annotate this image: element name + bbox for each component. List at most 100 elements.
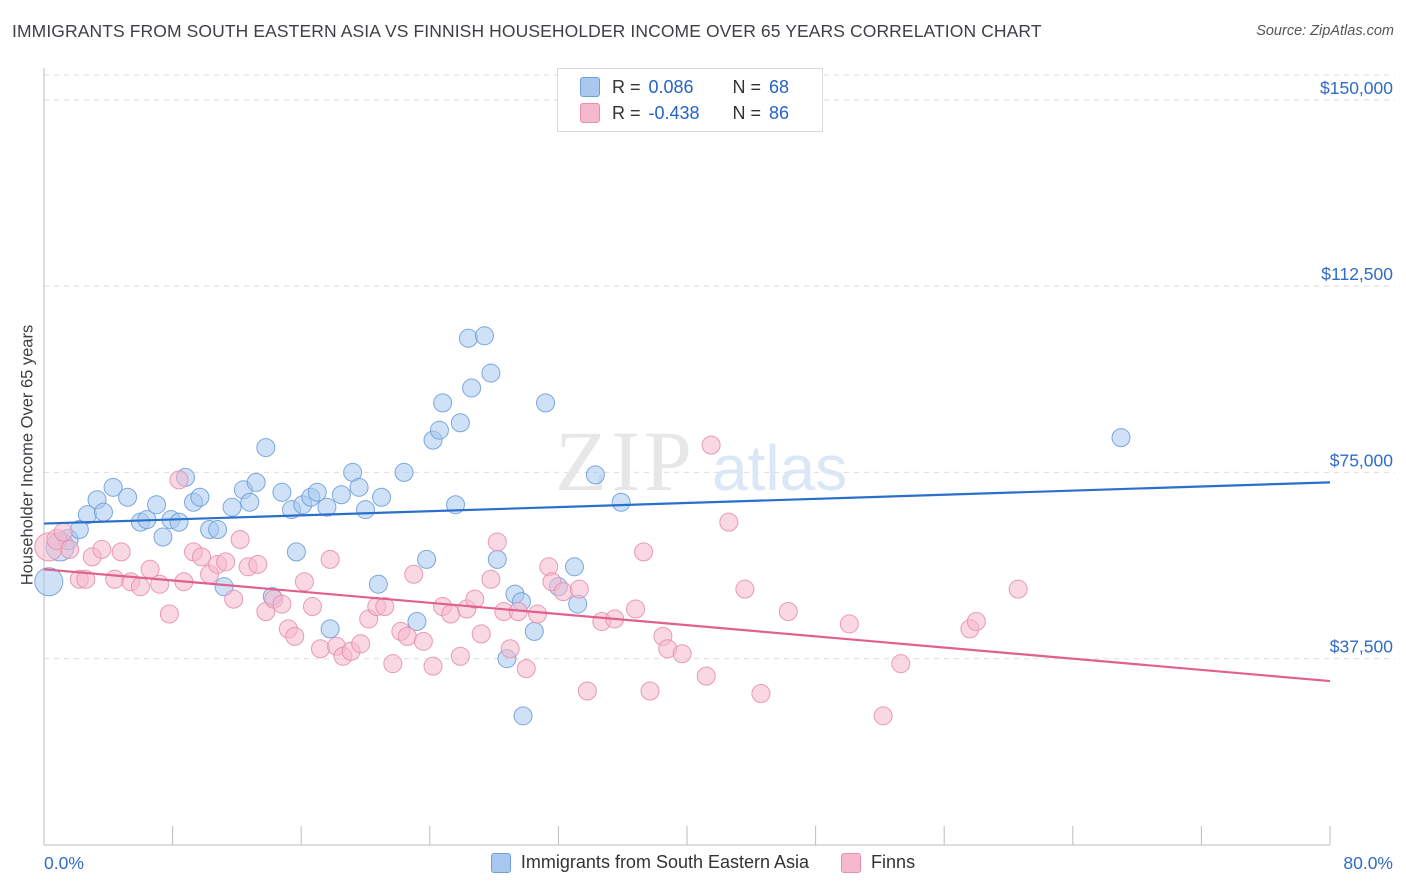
point-pink bbox=[92, 539, 112, 559]
point-pink bbox=[294, 572, 314, 592]
point-pink bbox=[272, 594, 292, 614]
point-blue bbox=[208, 520, 228, 540]
point-blue bbox=[320, 619, 340, 639]
point-pink bbox=[487, 532, 507, 552]
point-blue bbox=[169, 512, 189, 532]
trend-line-blue bbox=[43, 481, 1331, 525]
point-pink bbox=[159, 604, 179, 624]
y-tick-label: $75,000 bbox=[1330, 450, 1394, 470]
point-pink bbox=[735, 579, 755, 599]
point-pink bbox=[751, 683, 771, 703]
point-pink bbox=[248, 554, 268, 574]
point-blue bbox=[450, 413, 470, 433]
series-swatch-pink bbox=[841, 852, 862, 873]
series-legend-item-blue[interactable]: Immigrants from South Eastern Asia bbox=[490, 852, 809, 873]
point-blue bbox=[611, 492, 631, 512]
point-pink bbox=[375, 597, 395, 617]
point-blue bbox=[481, 363, 501, 383]
y-tick-label: $37,500 bbox=[1330, 637, 1394, 657]
point-pink bbox=[76, 569, 96, 589]
y-tick-label: $150,000 bbox=[1320, 78, 1393, 98]
point-pink bbox=[310, 639, 330, 659]
point-blue bbox=[190, 487, 210, 507]
series-label-pink: Finns bbox=[871, 852, 916, 872]
point-pink bbox=[500, 639, 520, 659]
point-pink bbox=[577, 681, 597, 701]
point-pink bbox=[111, 542, 131, 562]
point-blue bbox=[103, 477, 123, 497]
watermark-atlas: atlas bbox=[712, 432, 847, 504]
point-blue bbox=[487, 549, 507, 569]
point-pink bbox=[413, 631, 433, 651]
legend-swatch-blue bbox=[580, 77, 600, 97]
point-pink bbox=[966, 611, 986, 631]
point-blue bbox=[222, 497, 242, 517]
tick-labels: $37,500 $75,000 $112,500 $150,000 0.0% 80.0% bbox=[44, 78, 1393, 873]
point-pink bbox=[696, 666, 716, 686]
point-blue bbox=[474, 326, 494, 346]
trend-line-pink bbox=[43, 568, 1331, 683]
point-blue bbox=[256, 438, 276, 458]
point-pink bbox=[672, 644, 692, 664]
point-pink bbox=[465, 589, 485, 609]
point-pink bbox=[719, 512, 739, 532]
point-blue bbox=[272, 482, 292, 502]
point-pink bbox=[839, 614, 859, 634]
point-blue bbox=[317, 497, 337, 517]
point-blue bbox=[286, 542, 306, 562]
point-pink bbox=[423, 656, 443, 676]
point-pink bbox=[224, 589, 244, 609]
legend-row-blue: R = 0.086 N = 68 bbox=[580, 75, 789, 99]
point-blue bbox=[462, 378, 482, 398]
point-pink bbox=[285, 626, 305, 646]
point-pink bbox=[553, 582, 573, 602]
legend-swatch-pink bbox=[580, 103, 600, 123]
point-blue bbox=[34, 567, 64, 597]
point-pink bbox=[569, 579, 589, 599]
point-blue bbox=[407, 611, 427, 631]
correlation-legend: R = 0.086 N = 68 R = -0.438 N = 86 bbox=[557, 68, 823, 132]
x-tick-label: 0.0% bbox=[44, 853, 84, 873]
source-label: Source: ZipAtlas.com bbox=[1256, 23, 1394, 39]
point-pink bbox=[891, 654, 911, 674]
series-swatch-blue bbox=[490, 852, 511, 873]
point-pink bbox=[383, 654, 403, 674]
point-blue bbox=[585, 465, 605, 485]
point-blue bbox=[93, 502, 113, 522]
series-legend-item-pink[interactable]: Finns bbox=[841, 852, 915, 873]
point-blue bbox=[536, 393, 556, 413]
point-pink bbox=[701, 435, 721, 455]
point-blue bbox=[429, 420, 449, 440]
chart-title: IMMIGRANTS FROM SOUTH EASTERN ASIA VS FI… bbox=[12, 21, 1042, 41]
legend-n-label: N = bbox=[732, 76, 762, 97]
point-pink bbox=[130, 577, 150, 597]
point-pink bbox=[634, 542, 654, 562]
point-pink bbox=[105, 569, 125, 589]
point-blue bbox=[372, 487, 392, 507]
y-tick-label: $112,500 bbox=[1321, 264, 1393, 284]
point-pink bbox=[53, 522, 73, 542]
point-blue bbox=[394, 462, 414, 482]
point-blue bbox=[118, 487, 138, 507]
watermark: ZIP atlas bbox=[555, 413, 847, 509]
point-blue bbox=[307, 482, 327, 502]
point-pink bbox=[441, 604, 461, 624]
legend-row-pink: R = -0.438 N = 86 bbox=[580, 101, 789, 125]
point-pink bbox=[216, 552, 236, 572]
point-pink bbox=[230, 529, 250, 549]
point-blue bbox=[1111, 428, 1131, 448]
point-pink bbox=[528, 604, 548, 624]
point-pink bbox=[192, 547, 212, 567]
point-blue bbox=[458, 328, 478, 348]
point-blue bbox=[368, 574, 388, 594]
legend-r-value: -0.438 bbox=[648, 102, 700, 123]
watermark-zip: ZIP bbox=[555, 413, 696, 509]
point-blue bbox=[564, 557, 584, 577]
point-blue bbox=[513, 706, 533, 726]
series-legend: Immigrants from South Eastern Asia Finns bbox=[0, 852, 1406, 873]
point-pink bbox=[626, 599, 646, 619]
point-blue bbox=[147, 495, 167, 515]
point-pink bbox=[397, 626, 417, 646]
point-blue bbox=[417, 549, 437, 569]
point-blue bbox=[153, 527, 173, 547]
